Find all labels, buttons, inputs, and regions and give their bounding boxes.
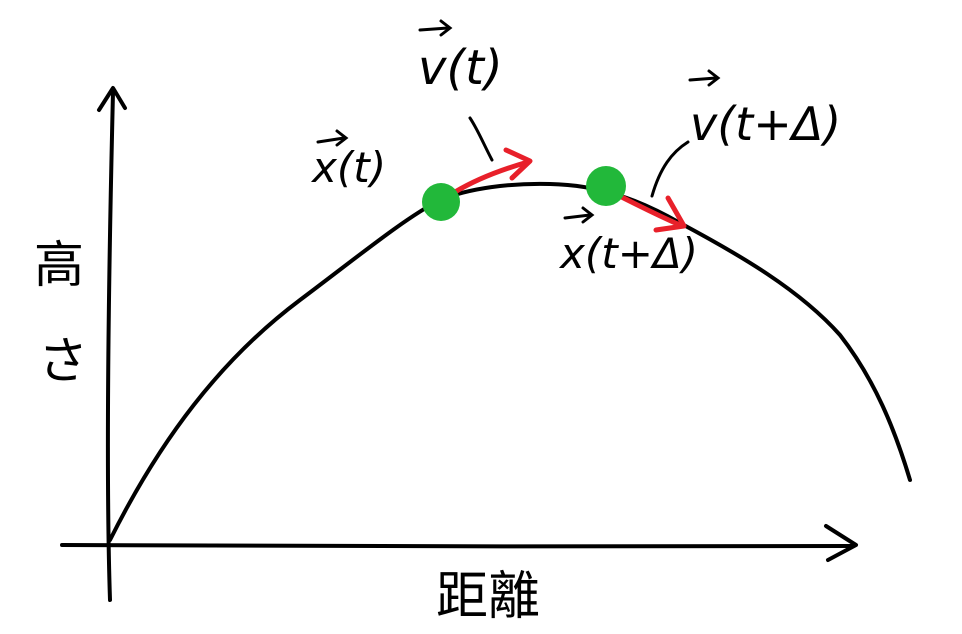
trajectory-curve xyxy=(108,181,912,542)
y-axis xyxy=(105,90,115,602)
label-v-t-dt: v(t+Δ) xyxy=(690,97,841,151)
point-x-t xyxy=(422,183,460,221)
label-x-t: x(t) xyxy=(310,143,386,192)
x-axis xyxy=(60,543,854,549)
label-x-t-dt: x(t+Δ) xyxy=(558,229,698,278)
y-axis-label-char-1: 高 xyxy=(34,236,84,294)
leader-line-v-t xyxy=(468,116,494,162)
vec-arrow-v-t-dt xyxy=(688,69,721,87)
label-x-t-dt-arg: (t+Δ) xyxy=(585,229,698,278)
y-axis-arrowhead xyxy=(97,86,127,112)
label-x-t-dt-symbol: x xyxy=(558,229,586,278)
vec-arrow-v-t xyxy=(418,19,453,37)
label-v-t-arg: (t) xyxy=(446,40,502,96)
velocity-arrowhead-t xyxy=(503,147,533,181)
label-v-t-symbol: v xyxy=(418,40,447,96)
label-x-t-symbol: x xyxy=(310,143,338,192)
label-x-t-arg: (t) xyxy=(337,143,386,192)
x-axis-label: 距離 xyxy=(436,567,540,627)
velocity-arrowhead-t-dt xyxy=(653,195,687,233)
label-v-t-dt-symbol: v xyxy=(690,97,718,151)
label-v-t-dt-arg: (t+Δ) xyxy=(717,97,841,151)
vec-arrow-x-t xyxy=(316,129,349,147)
y-axis-label-char-2: さ xyxy=(38,332,88,390)
label-v-t: v(t) xyxy=(418,40,503,96)
x-axis-arrowhead xyxy=(824,524,858,562)
velocity-arrow-t xyxy=(452,159,531,195)
vec-arrow-x-t-dt xyxy=(563,206,595,224)
leader-line-v-t-dt xyxy=(650,140,690,198)
point-x-t-dt xyxy=(586,166,626,206)
